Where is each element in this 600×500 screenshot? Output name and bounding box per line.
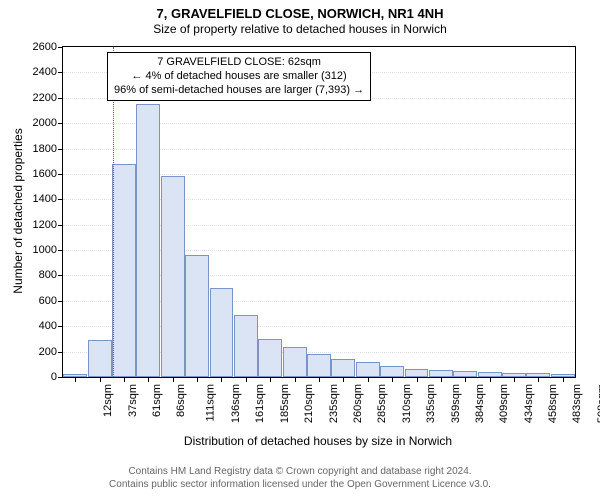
annotation-line: 96% of semi-detached houses are larger (… [114,84,364,98]
x-tick-mark [441,377,442,382]
x-tick-label: 285sqm [377,384,389,423]
x-tick-mark [221,377,222,382]
histogram-bar [88,340,112,377]
x-tick-label: 111sqm [204,384,216,422]
x-tick-label: 508sqm [596,384,600,423]
y-tick-label: 2000 [33,117,63,129]
y-tick-label: 1400 [33,193,63,205]
y-tick-label: 1200 [33,219,63,231]
histogram-bar [380,366,404,377]
x-tick-mark [368,377,369,382]
x-tick-mark [563,377,564,382]
x-tick-label: 61sqm [151,384,163,417]
x-tick-mark [417,377,418,382]
histogram-bar [185,255,209,377]
chart-container: 7, GRAVELFIELD CLOSE, NORWICH, NR1 4NH S… [0,0,600,500]
histogram-bar [234,315,258,377]
x-tick-mark [246,377,247,382]
x-tick-mark [270,377,271,382]
page-title: 7, GRAVELFIELD CLOSE, NORWICH, NR1 4NH [0,0,600,22]
x-tick-label: 483sqm [572,384,584,423]
x-tick-mark [514,377,515,382]
annotation-line: ← 4% of detached houses are smaller (312… [114,70,364,84]
x-tick-label: 310sqm [401,384,413,423]
x-tick-label: 12sqm [102,384,114,417]
x-tick-mark [173,377,174,382]
histogram-bar [307,354,331,377]
y-tick-label: 0 [51,371,63,383]
y-tick-label: 1600 [33,168,63,180]
histogram-bar [405,369,429,377]
y-tick-label: 200 [39,346,63,358]
plot-area: 0200400600800100012001400160018002000220… [62,46,576,378]
histogram-bar [356,362,380,377]
x-tick-mark [100,377,101,382]
y-tick-label: 800 [39,269,63,281]
histogram-bar [112,164,136,377]
y-tick-label: 2600 [33,41,63,53]
histogram-bar [136,104,160,377]
y-tick-label: 1000 [33,244,63,256]
y-tick-label: 600 [39,295,63,307]
x-tick-label: 37sqm [127,384,139,417]
x-tick-label: 260sqm [352,384,364,423]
y-tick-label: 2400 [33,66,63,78]
x-tick-mark [295,377,296,382]
x-tick-mark [75,377,76,382]
histogram-bar [161,176,185,377]
x-tick-label: 458sqm [547,384,559,423]
histogram-bar [429,370,453,377]
x-tick-mark [392,377,393,382]
x-tick-mark [538,377,539,382]
x-tick-mark [465,377,466,382]
x-tick-label: 136sqm [230,384,242,423]
x-tick-mark [148,377,149,382]
y-axis-label: Number of detached properties [11,128,25,293]
footer: Contains HM Land Registry data © Crown c… [0,466,600,491]
x-tick-mark [490,377,491,382]
x-tick-label: 335sqm [425,384,437,423]
y-tick-label: 1800 [33,143,63,155]
x-tick-label: 210sqm [303,384,315,423]
x-tick-label: 359sqm [450,384,462,423]
x-tick-label: 185sqm [279,384,291,423]
histogram-bar [258,339,282,377]
annotation-line: 7 GRAVELFIELD CLOSE: 62sqm [114,56,364,70]
page-subtitle: Size of property relative to detached ho… [0,22,600,36]
histogram-bar [283,347,307,377]
histogram-bar [210,288,234,377]
x-tick-label: 86sqm [175,384,187,417]
x-tick-label: 434sqm [523,384,535,423]
annotation-box: 7 GRAVELFIELD CLOSE: 62sqm← 4% of detach… [107,52,371,101]
x-tick-mark [197,377,198,382]
histogram-bar [331,359,355,377]
x-tick-label: 161sqm [255,384,267,423]
x-axis-label: Distribution of detached houses by size … [62,434,574,448]
x-tick-mark [319,377,320,382]
x-tick-mark [124,377,125,382]
y-tick-label: 2200 [33,92,63,104]
x-tick-label: 235sqm [328,384,340,423]
y-tick-label: 400 [39,320,63,332]
x-tick-mark [343,377,344,382]
x-tick-label: 409sqm [498,384,510,423]
footer-line-1: Contains HM Land Registry data © Crown c… [0,466,600,479]
footer-line-2: Contains public sector information licen… [0,479,600,492]
x-tick-label: 384sqm [474,384,486,423]
